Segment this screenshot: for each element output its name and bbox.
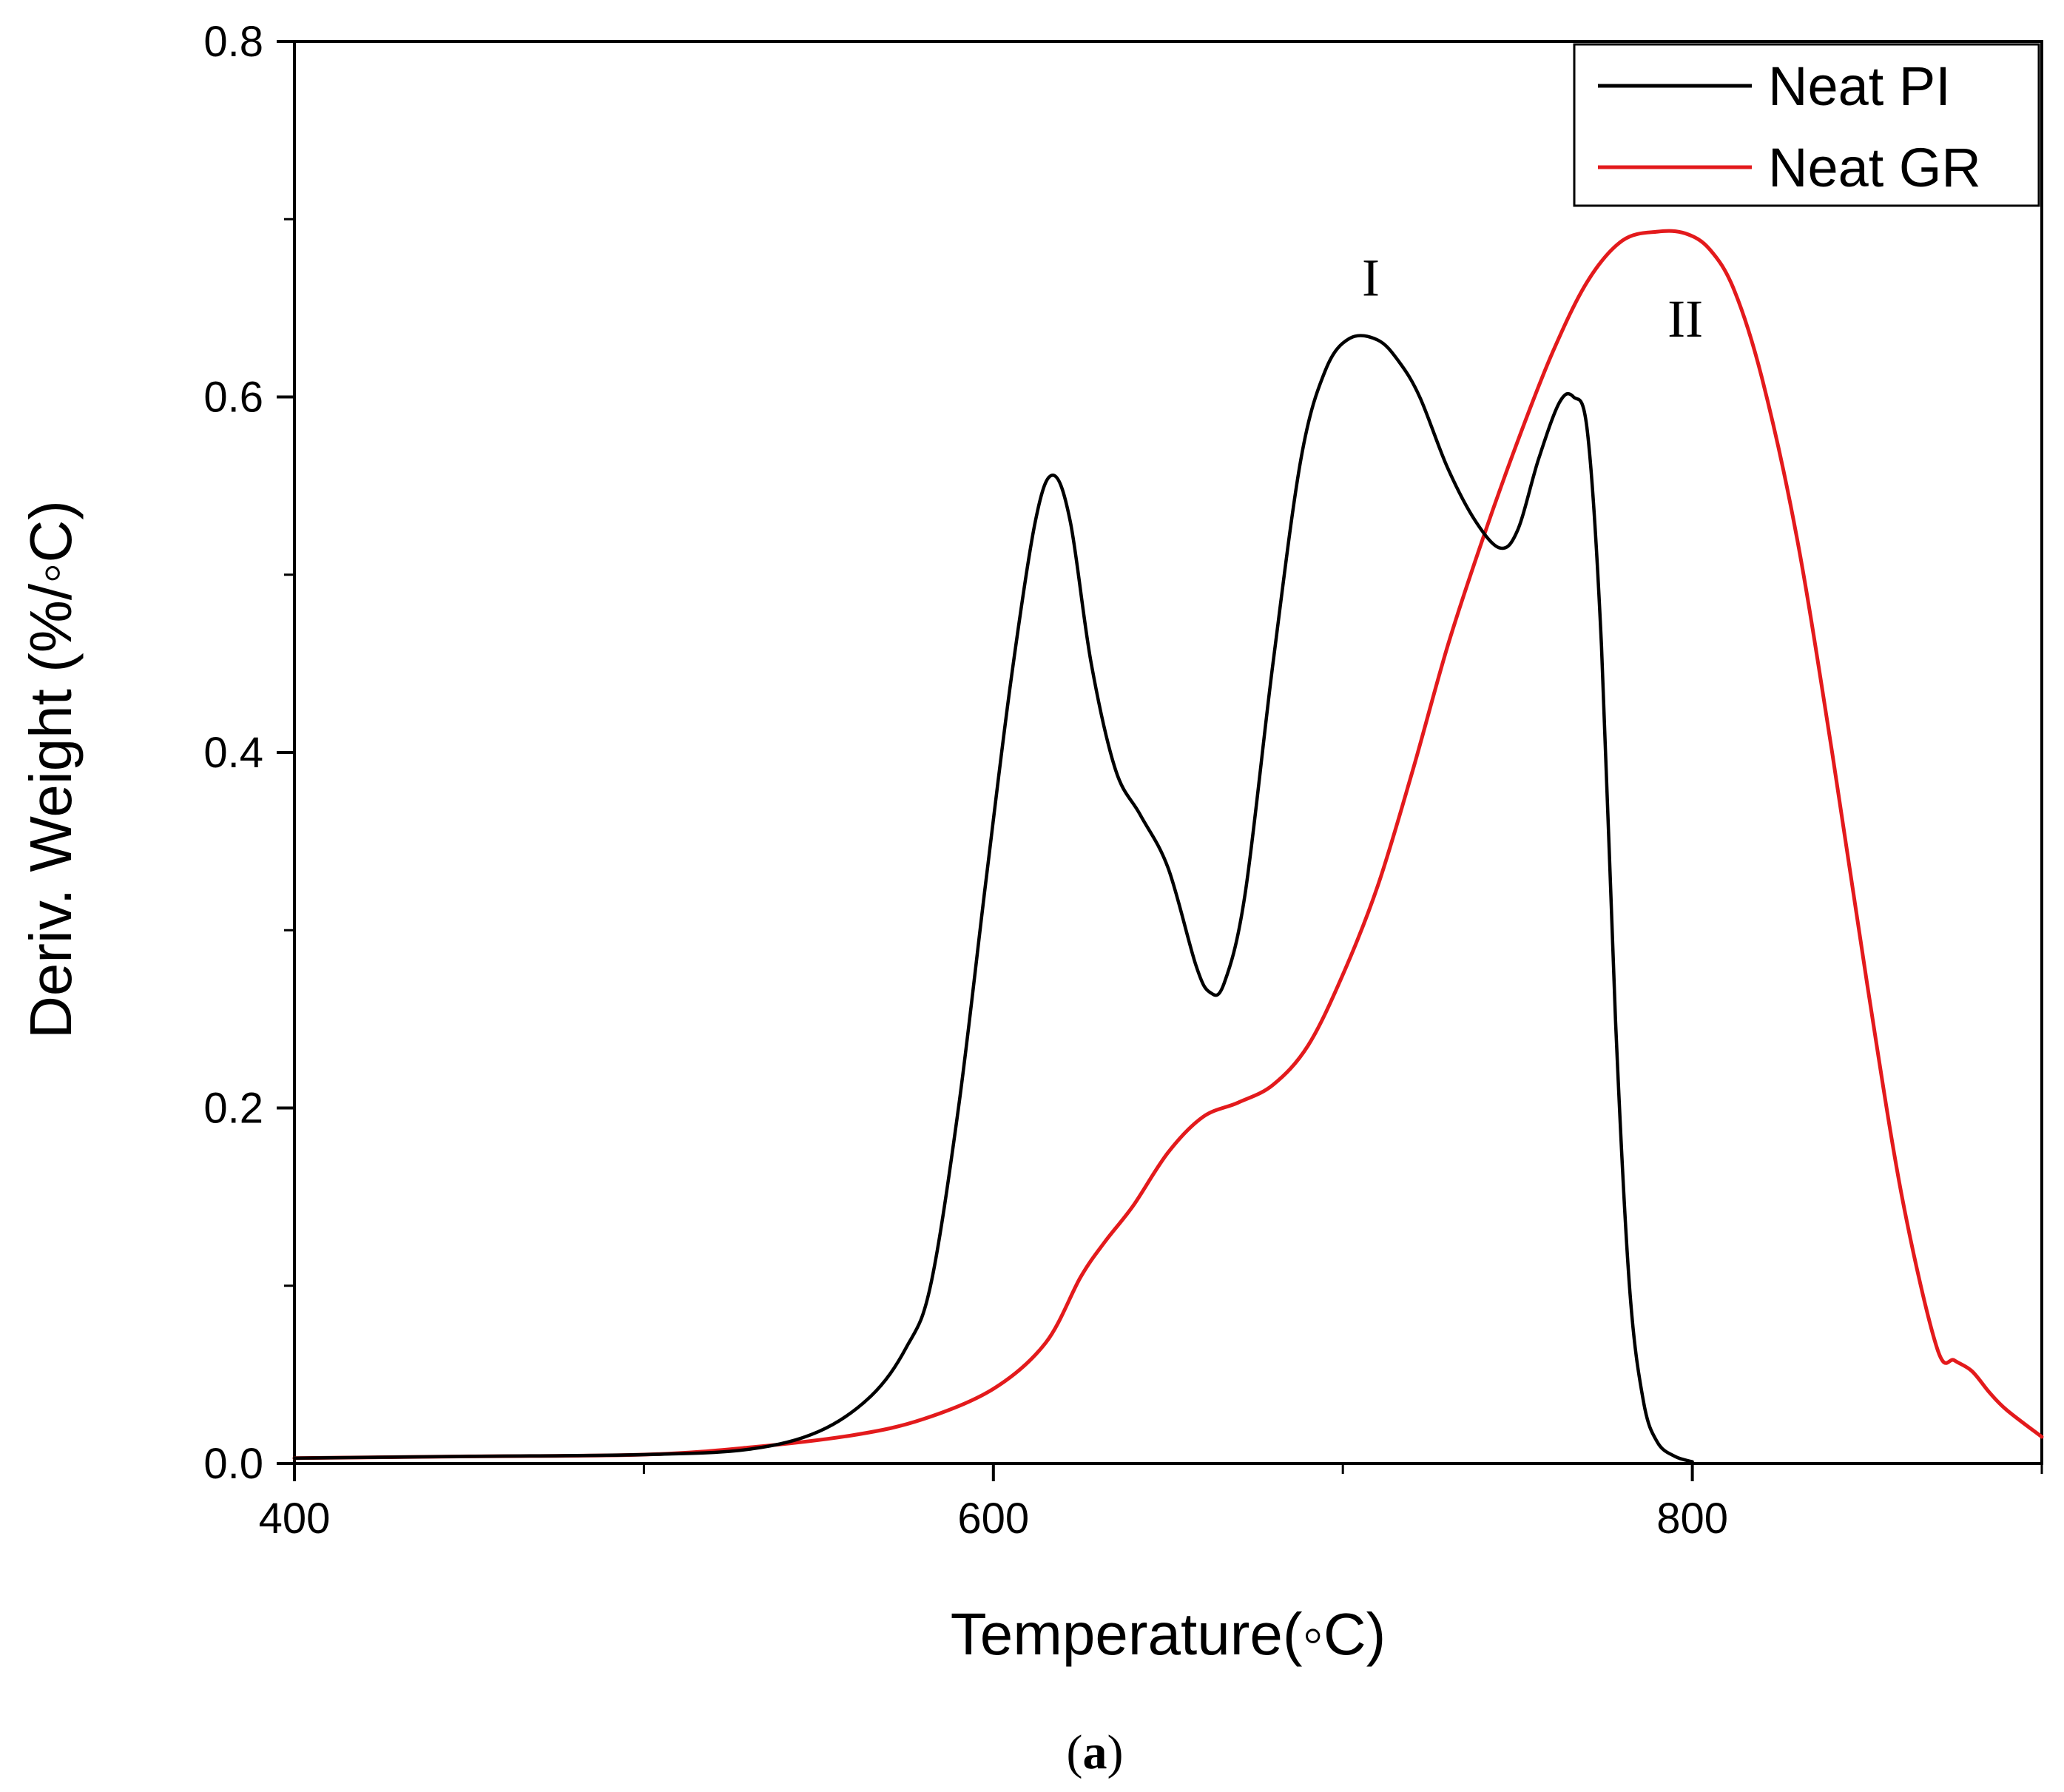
- series-line-neat-pi: [292, 334, 1694, 1463]
- caption-open: (: [1067, 1725, 1083, 1779]
- figure-caption: (a): [1067, 1725, 1124, 1779]
- y-tick-label: 0.4: [203, 729, 263, 777]
- caption-label: a: [1083, 1725, 1107, 1779]
- peak-annotations: III: [1362, 249, 1703, 348]
- plot-area: 400 600 800 0.00.20.40.60.8 III: [203, 18, 2044, 1543]
- x-tick-label: 800: [1656, 1495, 1728, 1543]
- x-tick-label: 600: [957, 1495, 1029, 1543]
- legend-label-neat-pi: Neat PI: [1768, 55, 1951, 117]
- x-tick-label: 400: [259, 1495, 331, 1543]
- y-tick-label: 0.2: [203, 1085, 263, 1133]
- caption-close: ): [1107, 1725, 1124, 1779]
- y-axis-title: Deriv. Weight (%/◦C): [18, 500, 84, 1039]
- peak-label: II: [1667, 289, 1703, 348]
- peak-label: I: [1362, 249, 1380, 308]
- legend-label-neat-gr: Neat GR: [1768, 137, 1981, 198]
- y-tick-label: 0.0: [203, 1440, 263, 1488]
- legend-box: [1573, 43, 2040, 207]
- plot-frame: [293, 40, 2043, 1465]
- series-line-neat-gr: [292, 229, 2044, 1461]
- legend: Neat PI Neat GR: [1573, 43, 2040, 207]
- x-axis-title: Temperature(◦C): [951, 1601, 1386, 1667]
- y-tick-label: 0.6: [203, 374, 263, 422]
- y-tick-label: 0.8: [203, 18, 263, 66]
- x-axis-ticks: 400 600 800: [259, 1463, 2043, 1543]
- y-axis-ticks: 0.0 0.2 0.4 0.6 0.8: [203, 18, 294, 1488]
- series-lines: [292, 229, 2044, 1463]
